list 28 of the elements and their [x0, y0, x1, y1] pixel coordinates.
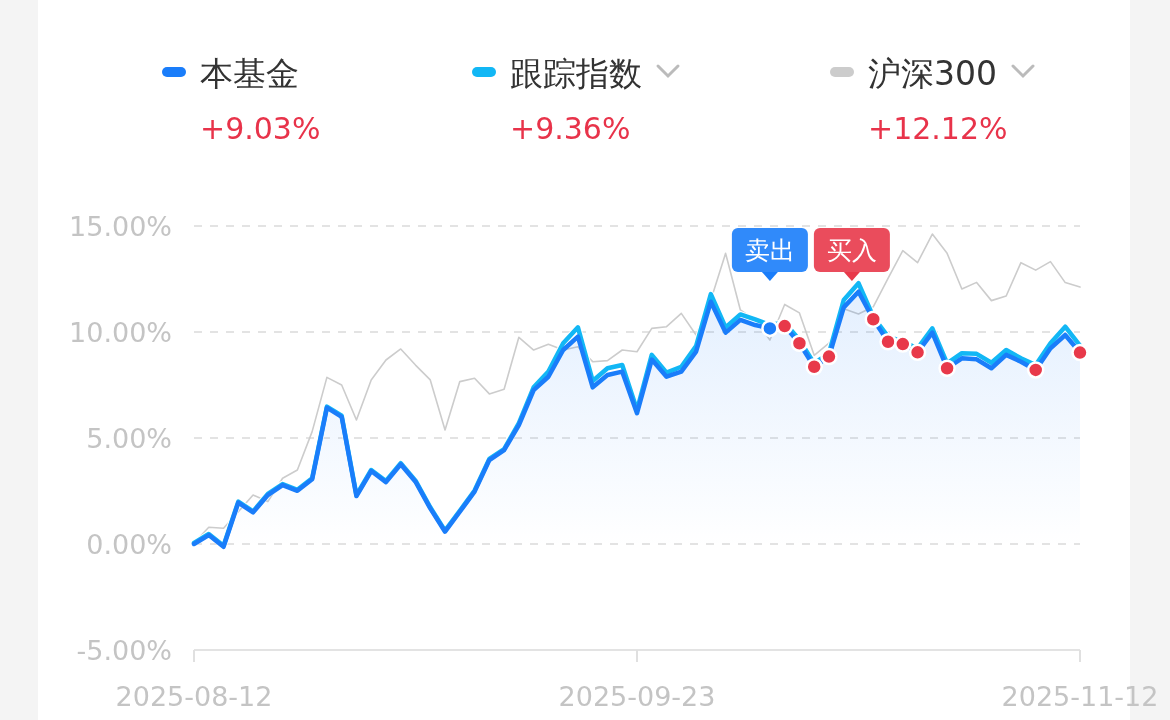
legend-label: 跟踪指数 — [510, 53, 642, 93]
point — [864, 310, 883, 329]
point — [775, 317, 794, 335]
y-tick-label: 5.00% — [86, 422, 172, 454]
point — [790, 334, 809, 352]
text: +9.03% — [200, 110, 321, 146]
text: +9.36% — [510, 110, 631, 146]
y-tick-label: 0.00% — [86, 528, 172, 560]
x-tick-label: 2025-08-12 — [115, 680, 273, 712]
annotation: 卖出 — [744, 235, 795, 265]
x-tick-label: 2025-11-12 — [1001, 680, 1159, 712]
point — [1026, 361, 1045, 379]
point — [894, 335, 912, 353]
y-tick-label: 15.00% — [69, 210, 172, 242]
x-tick-label: 2025-09-23 — [558, 680, 716, 712]
point — [761, 319, 779, 338]
text: +12.12% — [868, 110, 1008, 146]
point — [908, 343, 927, 362]
annotation: 买入 — [826, 235, 877, 265]
point — [1071, 343, 1089, 362]
y-tick-label: 10.00% — [69, 316, 172, 348]
point — [938, 359, 956, 377]
legend-label: 本基金 — [200, 53, 299, 93]
point — [879, 333, 897, 351]
point — [820, 347, 838, 366]
y-tick-label: -5.00% — [76, 634, 172, 666]
legend-label: 沪深300 — [868, 53, 997, 93]
point — [805, 358, 823, 376]
